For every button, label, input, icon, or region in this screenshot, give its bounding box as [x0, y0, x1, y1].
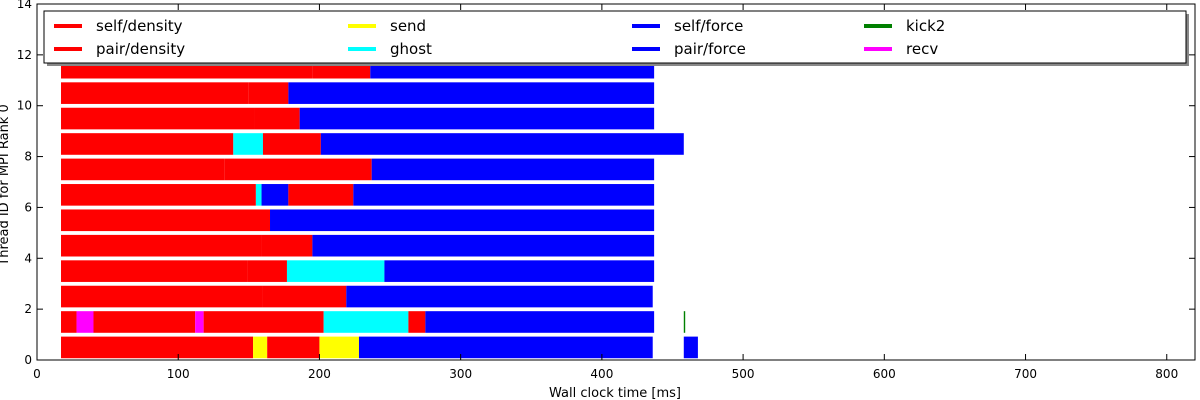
task-bar-thread-8-1 — [233, 133, 263, 155]
task-bar-thread-9-2 — [299, 107, 655, 130]
y-tick-label: 4 — [24, 251, 32, 265]
legend-label-ghost: ghost — [390, 40, 432, 58]
task-bar-thread-5-1 — [221, 209, 271, 232]
task-bar-thread-8-0 — [61, 133, 234, 155]
task-bar-thread-5-0 — [61, 209, 222, 232]
task-bar-thread-7-2 — [371, 158, 655, 181]
x-axis-title: Wall clock time [ms] — [549, 386, 681, 400]
y-tick-label: 14 — [17, 0, 32, 11]
task-bar-thread-5-2 — [270, 209, 655, 232]
y-tick-label: 10 — [17, 99, 32, 113]
legend-label-send: send — [390, 17, 426, 35]
task-bar-thread-0-1 — [253, 336, 268, 359]
legend: self/density pair/density send ghost self/fo… — [43, 10, 1189, 66]
y-tick-label: 2 — [24, 302, 32, 316]
task-bar-thread-10-0 — [61, 82, 249, 104]
task-bar-thread-1-0 — [61, 311, 77, 333]
task-bar-thread-1-4 — [203, 311, 324, 333]
task-bar-thread-3-1 — [247, 260, 287, 282]
task-bar-thread-8-3 — [320, 133, 684, 155]
task-bar-thread-1-8 — [683, 311, 686, 333]
y-tick-label: 12 — [17, 48, 32, 62]
task-bar-thread-2-1 — [262, 285, 347, 308]
task-bar-thread-3-0 — [61, 260, 248, 282]
legend-label-pair-force: pair/force — [674, 40, 746, 58]
y-tick-label: 0 — [24, 353, 32, 367]
x-tick-label: 600 — [873, 367, 896, 381]
task-bar-thread-6-0 — [61, 184, 256, 206]
y-axis-title: Thread ID for MPI Rank 0 — [0, 104, 12, 266]
task-bar-thread-2-0 — [61, 285, 263, 308]
task-bar-thread-10-1 — [248, 82, 289, 104]
task-bar-thread-1-7 — [425, 311, 655, 333]
task-bar-thread-6-3 — [288, 184, 354, 206]
task-bar-thread-1-3 — [195, 311, 204, 333]
task-bar-thread-3-3 — [384, 260, 655, 282]
legend-label-recv: recv — [906, 40, 938, 58]
task-bar-thread-4-0 — [61, 234, 262, 257]
x-tick-label: 0 — [33, 367, 41, 381]
task-bar-thread-6-1 — [255, 184, 262, 206]
task-bar-thread-4-2 — [312, 234, 655, 257]
y-tick-label: 6 — [24, 200, 32, 214]
task-bar-thread-6-4 — [353, 184, 655, 206]
legend-label-pair-density: pair/density — [96, 40, 185, 58]
task-bar-thread-3-2 — [286, 260, 385, 282]
legend-label-kick2: kick2 — [906, 17, 945, 35]
task-bar-thread-0-2 — [267, 336, 320, 359]
task-bar-thread-0-0 — [61, 336, 254, 359]
task-bar-thread-1-2 — [93, 311, 196, 333]
legend-label-self-force: self/force — [674, 17, 743, 35]
x-tick-label: 800 — [1155, 367, 1178, 381]
legend-box — [43, 10, 1187, 64]
x-tick-label: 200 — [308, 367, 331, 381]
task-bar-thread-7-1 — [224, 158, 372, 181]
task-bar-thread-8-2 — [262, 133, 321, 155]
x-tick-label: 100 — [167, 367, 190, 381]
task-bar-thread-9-0 — [61, 107, 255, 130]
task-bars — [61, 56, 698, 359]
task-bar-thread-1-5 — [323, 311, 409, 333]
task-bar-thread-2-2 — [346, 285, 653, 308]
legend-label-self-density: self/density — [96, 17, 183, 35]
x-tick-label: 700 — [1014, 367, 1037, 381]
x-tick-label: 500 — [732, 367, 755, 381]
task-bar-thread-4-1 — [261, 234, 313, 257]
x-tick-label: 400 — [590, 367, 613, 381]
task-bar-thread-6-2 — [261, 184, 289, 206]
task-bar-thread-0-4 — [358, 336, 653, 359]
task-bar-thread-10-2 — [288, 82, 655, 104]
plot-frame — [36, 3, 1196, 361]
task-bar-thread-7-0 — [61, 158, 225, 181]
axis-ticks: 0 100 200 300 400 500 600 700 800 0 2 4 6 8 10 12 14 — [17, 0, 1195, 381]
y-tick-label: 8 — [24, 150, 32, 164]
task-bar-thread-1-1 — [76, 311, 94, 333]
task-bar-thread-1-6 — [408, 311, 426, 333]
task-bar-thread-0-3 — [319, 336, 359, 359]
x-tick-label: 300 — [449, 367, 472, 381]
task-bar-thread-0-5 — [683, 336, 698, 359]
task-bar-thread-9-1 — [254, 107, 300, 130]
